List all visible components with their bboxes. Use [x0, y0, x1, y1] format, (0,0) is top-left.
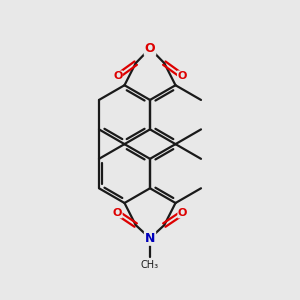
Text: O: O [178, 208, 187, 218]
Text: N: N [145, 232, 155, 245]
Text: O: O [113, 71, 122, 81]
Text: CH₃: CH₃ [141, 260, 159, 270]
Text: O: O [145, 42, 155, 55]
Text: O: O [113, 208, 122, 218]
Text: O: O [178, 71, 187, 81]
